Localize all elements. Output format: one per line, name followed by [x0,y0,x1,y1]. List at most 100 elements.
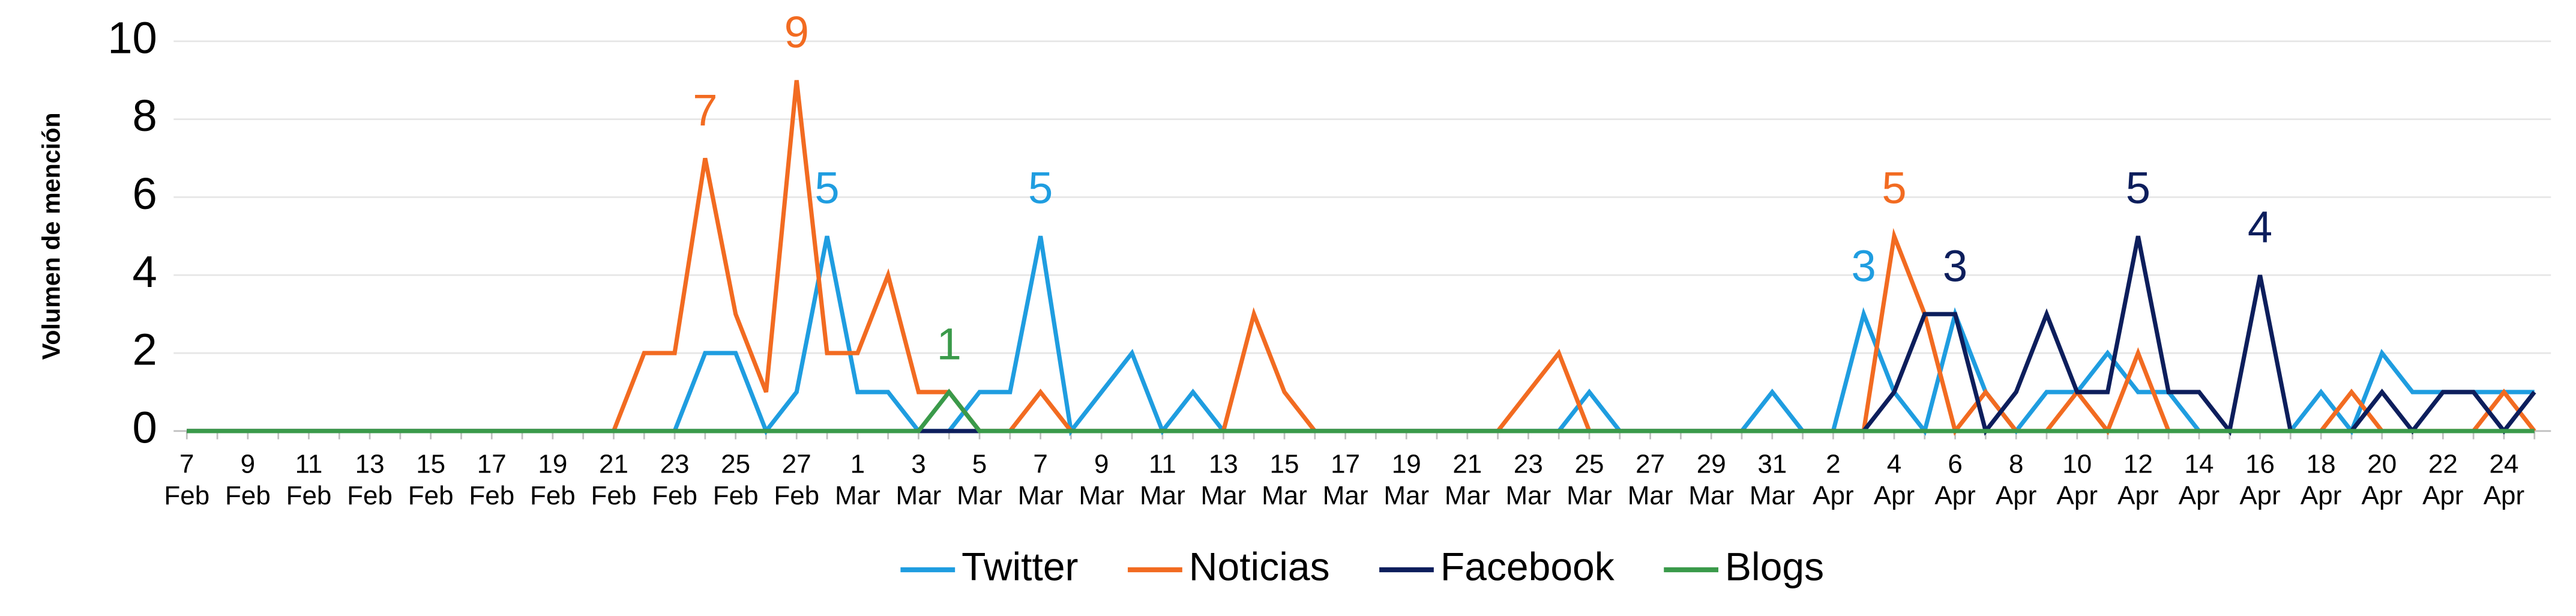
legend: Twitter Noticias Facebook Blogs [900,544,1824,588]
x-tick-label-line: 25 [721,449,750,479]
x-tick-label: 8 Apr [1996,449,2036,510]
y-tick-label: 8 [132,91,157,140]
x-tick-label-line: Apr [2117,481,2158,510]
x-tick-label: 19 Mar [1383,449,1429,510]
x-tick-label-line: 15 [416,449,445,479]
x-tick-label-line: Mar [1628,481,1673,510]
x-tick-label-line: 19 [1392,449,1421,479]
x-tick-label: 9 Feb [225,449,271,510]
x-tick-label-line: Feb [652,481,697,510]
x-tick-label-line: 31 [1757,449,1787,479]
x-tick-label-line: 22 [2428,449,2458,479]
x-tick-label-line: Mar [1018,481,1064,510]
x-tick-label-line: 4 [1887,449,1901,479]
x-tick-label-line: Apr [2057,481,2098,510]
x-tick-label: 15 Feb [408,449,454,510]
y-tick-label: 2 [132,325,157,375]
x-tick-label-line: 16 [2245,449,2275,479]
x-tick-label: 4 Apr [1874,449,1915,510]
x-tick-label: 22 Apr [2422,449,2463,510]
x-tick-label: 7 Mar [1018,449,1064,510]
x-tick-label-line: Mar [1323,481,1368,510]
x-tick-label-line: 13 [355,449,385,479]
x-tick-label-line: 17 [1331,449,1360,479]
x-tick-label: 21 Feb [591,449,637,510]
x-tick-label-line: 5 [972,449,987,479]
x-tick-label: 29 Mar [1688,449,1734,510]
x-tick-label-line: 21 [1452,449,1482,479]
x-tick-label-line: 23 [1514,449,1543,479]
data-label: 3 [1852,241,1876,291]
data-label: 3 [1943,241,1967,291]
x-tick-label-line: Feb [774,481,819,510]
x-tick-label: 9 Mar [1079,449,1124,510]
x-tick-label: 6 Apr [1934,449,1975,510]
data-label: 5 [1882,163,1906,213]
x-tick-label-line: Feb [408,481,454,510]
data-label: 5 [2126,163,2150,213]
x-tick-label-line: Mar [1201,481,1247,510]
x-tick-label: 16 Apr [2239,449,2280,510]
x-tick-label: 25 Mar [1566,449,1612,510]
x-tick-label-line: 7 [179,449,194,479]
x-tick-label: 23 Feb [652,449,697,510]
x-tick-label: 27 Mar [1628,449,1673,510]
x-tick-label-line: 1 [850,449,865,479]
x-tick-label: 11 Mar [1140,449,1185,510]
x-tick-label-line: Feb [713,481,759,510]
x-tick-label-line: Apr [2179,481,2219,510]
x-tick-label-line: 23 [660,449,690,479]
x-tick-label-line: 17 [477,449,507,479]
x-tick-label-line: 19 [538,449,567,479]
x-tick-label-line: 18 [2307,449,2336,479]
x-tick-label-line: Mar [1566,481,1612,510]
x-tick-label-line: 10 [2062,449,2092,479]
x-tick-label: 23 Mar [1506,449,1551,510]
x-tick-label-line: Mar [1750,481,1795,510]
x-tick-label: 18 Apr [2301,449,2341,510]
x-tick-label-line: Feb [347,481,393,510]
x-tick-label-line: 29 [1697,449,1726,479]
x-tick-label-line: 24 [2489,449,2518,479]
data-label: 1 [937,319,961,369]
x-tick-label-line: Apr [2422,481,2463,510]
x-tick-label-line: 21 [599,449,628,479]
x-tick-label-line: Mar [1688,481,1734,510]
x-tick-label-line: 11 [1149,449,1176,479]
x-tick-label-line: 14 [2185,449,2214,479]
x-tick-label-line: Apr [1874,481,1915,510]
x-tick-label-line: 9 [241,449,255,479]
x-tick-label: 19 Feb [530,449,576,510]
x-tick-label-line: Apr [1813,481,1853,510]
x-tick-label-line: 27 [1636,449,1665,479]
y-tick-label: 6 [132,169,157,219]
legend-label: Facebook [1440,544,1615,588]
x-tick-label-line: Mar [1262,481,1307,510]
x-tick-label: 11 Feb [286,449,332,510]
x-tick-label-line: Mar [957,481,1002,510]
x-tick-label: 24 Apr [2484,449,2524,510]
x-tick-label: 13 Mar [1201,449,1247,510]
x-tick-label-line: 8 [2009,449,2023,479]
series-line [187,235,2535,436]
data-label: 5 [1028,163,1053,213]
y-tick-label: 4 [132,247,157,297]
x-tick-label: 31 Mar [1750,449,1795,510]
x-tick-label-line: Apr [1934,481,1975,510]
x-tick-label: 15 Mar [1262,449,1307,510]
x-tick-label-line: Apr [1996,481,2036,510]
data-label: 5 [814,163,839,213]
x-tick-label: 5 Mar [957,449,1002,510]
x-tick-label-line: Mar [1445,481,1490,510]
x-tick-label-line: Mar [1140,481,1185,510]
x-tick-label: 7 Feb [164,449,209,510]
x-tick-label-line: Mar [896,481,942,510]
x-tick-label-line: Apr [2239,481,2280,510]
x-tick-label-line: 9 [1094,449,1109,479]
x-tick-label-line: 12 [2123,449,2153,479]
x-tick-label-line: Apr [2362,481,2403,510]
x-tick-label: 21 Mar [1445,449,1490,510]
x-tick-label-line: 27 [782,449,811,479]
